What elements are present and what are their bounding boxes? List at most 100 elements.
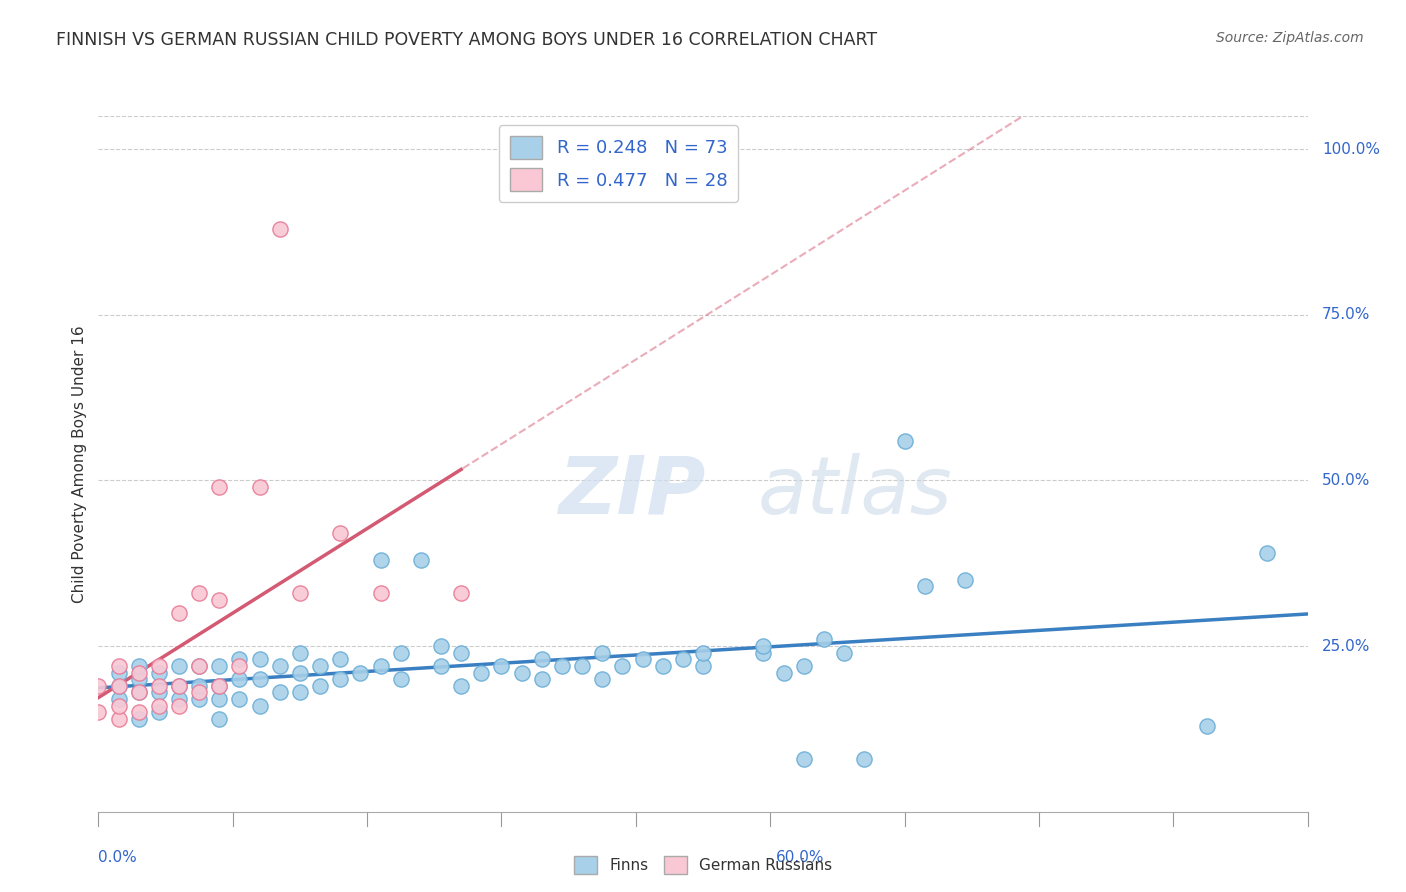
Point (491, 659, 513, 673)
Point (148, 706, 170, 720)
Point (107, 665, 129, 680)
Point (128, 685, 150, 699)
Point (591, 646, 613, 660)
Point (832, 646, 855, 660)
Point (510, 665, 533, 680)
Point (329, 672, 352, 686)
Point (430, 659, 453, 673)
Point (914, 579, 936, 593)
Point (612, 659, 634, 673)
Point (893, 434, 915, 448)
Point (591, 672, 613, 686)
Point (631, 652, 654, 666)
Point (571, 659, 593, 673)
Point (167, 698, 190, 713)
Point (188, 659, 211, 673)
Point (148, 698, 170, 713)
Point (752, 646, 775, 660)
Point (672, 652, 695, 666)
Legend: Finns, German Russians: Finns, German Russians (568, 850, 838, 880)
Point (148, 679, 170, 693)
Point (651, 659, 673, 673)
Point (228, 692, 250, 706)
Point (269, 685, 291, 699)
Point (148, 659, 170, 673)
Point (167, 606, 190, 620)
Point (370, 553, 392, 567)
Point (953, 573, 976, 587)
Point (249, 698, 271, 713)
Point (551, 659, 574, 673)
Point (370, 586, 392, 600)
Point (450, 646, 472, 660)
Text: 100.0%: 100.0% (1322, 142, 1381, 157)
Point (208, 679, 231, 693)
Point (208, 692, 231, 706)
Point (107, 712, 129, 726)
Point (87, 706, 110, 720)
Point (1195, 718, 1218, 732)
Point (470, 665, 492, 680)
Point (249, 480, 271, 494)
Text: FINNISH VS GERMAN RUSSIAN CHILD POVERTY AMONG BOYS UNDER 16 CORRELATION CHART: FINNISH VS GERMAN RUSSIAN CHILD POVERTY … (56, 31, 877, 49)
Point (853, 752, 876, 766)
Point (1256, 546, 1278, 560)
Point (793, 659, 815, 673)
Point (188, 692, 211, 706)
Text: 0.0%: 0.0% (98, 850, 138, 865)
Point (269, 659, 291, 673)
Point (208, 712, 231, 726)
Point (167, 659, 190, 673)
Point (269, 221, 291, 235)
Point (148, 665, 170, 680)
Point (288, 685, 311, 699)
Point (188, 679, 211, 693)
Text: ZIP: ZIP (558, 452, 706, 531)
Point (329, 526, 352, 541)
Point (87, 679, 110, 693)
Point (370, 659, 392, 673)
Point (128, 685, 150, 699)
Point (430, 639, 453, 653)
Point (288, 665, 311, 680)
Point (188, 659, 211, 673)
Point (188, 586, 211, 600)
Point (208, 659, 231, 673)
Point (772, 665, 794, 680)
Text: 60.0%: 60.0% (776, 850, 824, 865)
Point (249, 652, 271, 666)
Point (309, 659, 332, 673)
Legend: R = 0.248   N = 73, R = 0.477   N = 28: R = 0.248 N = 73, R = 0.477 N = 28 (499, 125, 738, 202)
Point (167, 692, 190, 706)
Point (793, 752, 815, 766)
Point (188, 685, 211, 699)
Point (692, 659, 714, 673)
Text: Source: ZipAtlas.com: Source: ZipAtlas.com (1216, 31, 1364, 45)
Y-axis label: Child Poverty Among Boys Under 16: Child Poverty Among Boys Under 16 (72, 325, 87, 603)
Point (167, 679, 190, 693)
Point (208, 592, 231, 607)
Text: 25.0%: 25.0% (1322, 639, 1371, 654)
Point (813, 632, 835, 647)
Point (228, 652, 250, 666)
Text: 75.0%: 75.0% (1322, 307, 1371, 322)
Point (450, 586, 472, 600)
Point (128, 665, 150, 680)
Point (128, 672, 150, 686)
Text: 50.0%: 50.0% (1322, 473, 1371, 488)
Point (409, 553, 432, 567)
Point (228, 659, 250, 673)
Point (167, 679, 190, 693)
Text: atlas: atlas (758, 452, 952, 531)
Point (228, 672, 250, 686)
Point (208, 480, 231, 494)
Point (530, 672, 553, 686)
Point (389, 672, 412, 686)
Point (530, 652, 553, 666)
Point (208, 679, 231, 693)
Point (288, 586, 311, 600)
Point (148, 685, 170, 699)
Point (389, 646, 412, 660)
Point (107, 679, 129, 693)
Point (692, 646, 714, 660)
